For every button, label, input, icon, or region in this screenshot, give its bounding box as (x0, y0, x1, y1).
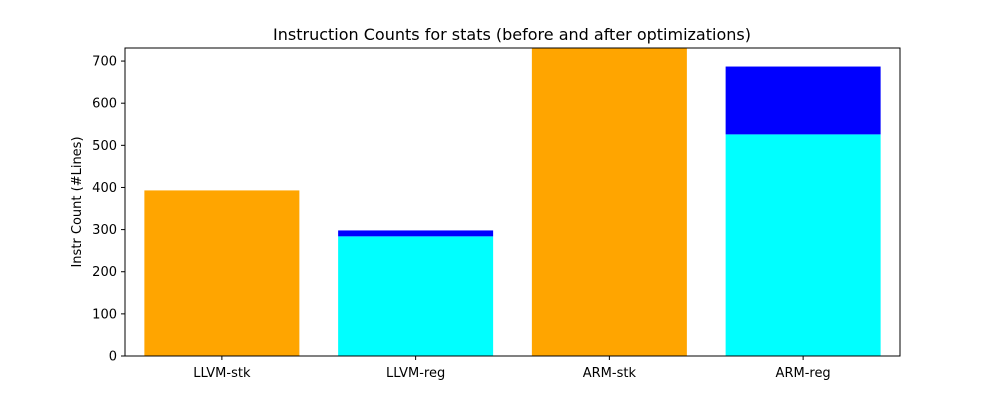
y-tick-label: 500 (92, 139, 117, 154)
x-tick-label: LLVM-reg (386, 366, 445, 381)
bar-llvm-reg-segment-0 (338, 236, 494, 356)
y-tick-label: 300 (92, 223, 117, 238)
y-tick-label: 0 (109, 350, 117, 365)
y-tick-label: 200 (92, 265, 117, 280)
bar-arm-reg-segment-0 (725, 134, 881, 356)
x-tick-label: LLVM-stk (193, 366, 251, 381)
chart-title: Instruction Counts for stats (before and… (273, 25, 751, 44)
plot-frame (124, 47, 901, 357)
x-tick-label: ARM-stk (583, 366, 637, 381)
y-tick-label: 100 (92, 307, 117, 322)
bar-llvm-stk-segment-0 (144, 190, 300, 356)
plot-area: 0 100 200 300 400 500 600 700 LLVM-stk LLVM-reg AR… (92, 47, 901, 381)
y-tick-label: 700 (92, 55, 117, 70)
bar-arm-reg-segment-1 (725, 66, 881, 135)
bar-arm-stk-segment-0 (531, 48, 687, 356)
y-axis-label: Instr Count (#Lines) (70, 136, 85, 267)
x-tick-label: ARM-reg (776, 366, 831, 381)
y-tick-label: 600 (92, 97, 117, 112)
bar-llvm-reg-segment-1 (338, 230, 494, 237)
y-tick-label: 400 (92, 181, 117, 196)
